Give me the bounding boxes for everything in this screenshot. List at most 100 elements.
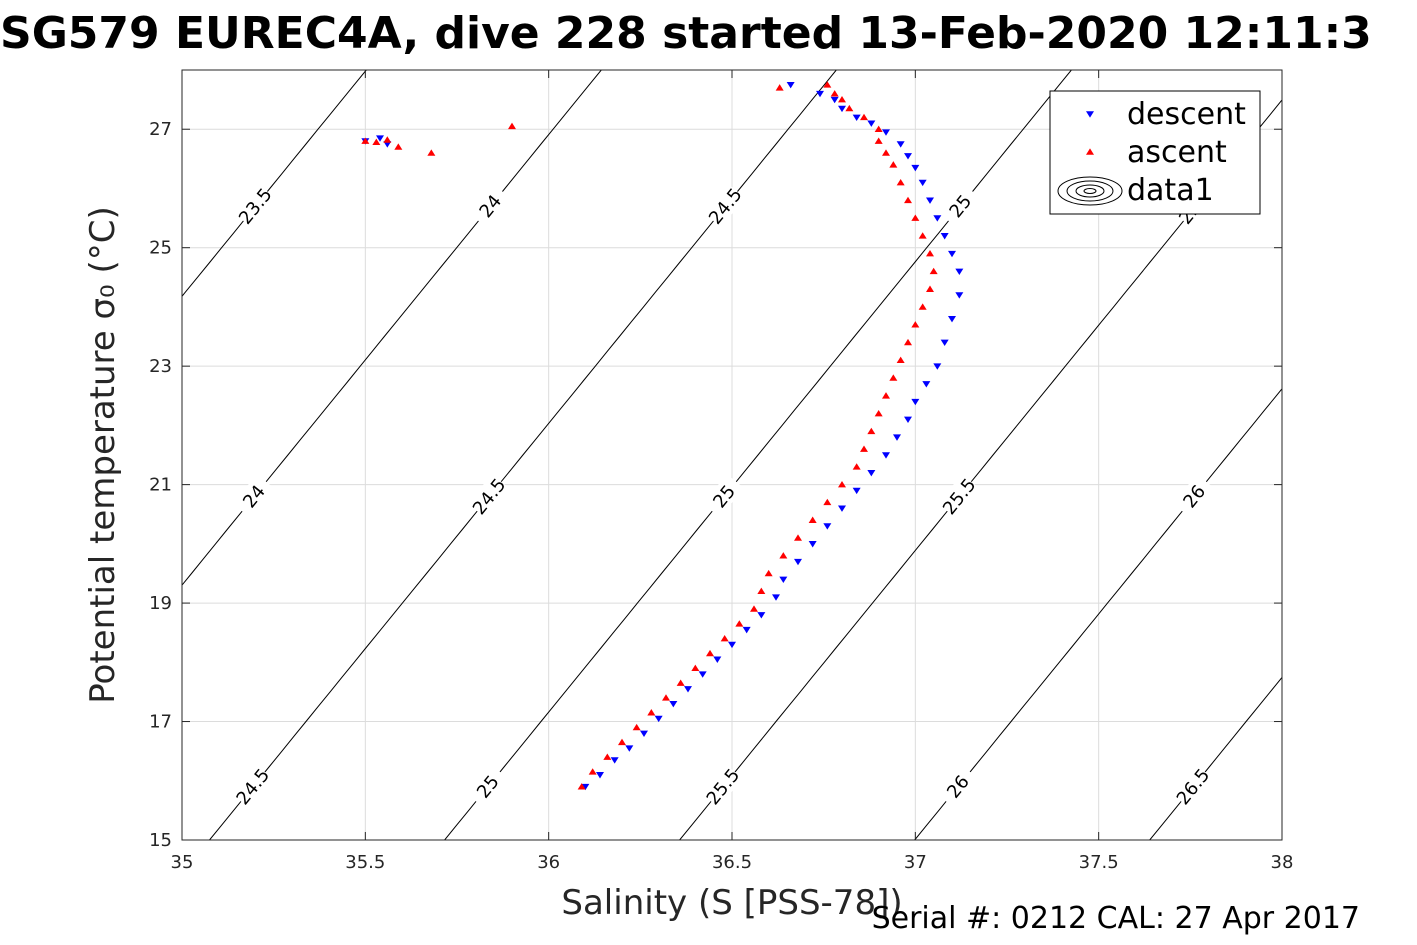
ascent-series bbox=[361, 81, 938, 790]
ascent-point bbox=[896, 178, 905, 186]
descent-point bbox=[794, 558, 802, 566]
y-tick-label: 15 bbox=[149, 830, 172, 851]
descent-point bbox=[867, 469, 876, 477]
isopycnal-line bbox=[1149, 676, 1282, 840]
descent-point bbox=[376, 135, 384, 142]
isopycnal-line bbox=[182, 70, 602, 586]
descent-point bbox=[713, 656, 722, 663]
legend-box bbox=[1049, 90, 1261, 215]
ascent-point bbox=[904, 196, 912, 204]
isopycnal-label-bg bbox=[938, 474, 980, 518]
y-tick-label: 25 bbox=[149, 238, 172, 259]
ascent-point bbox=[823, 81, 832, 88]
legend-descent-marker bbox=[1086, 111, 1094, 118]
descent-point bbox=[383, 141, 392, 148]
isopycnal-label-bg bbox=[469, 183, 511, 228]
descent-point bbox=[581, 783, 590, 791]
legend-data1-label: data1 bbox=[1127, 173, 1214, 208]
descent-point bbox=[940, 339, 949, 347]
descent-point bbox=[867, 120, 876, 127]
y-tick-label: 17 bbox=[149, 712, 172, 733]
ascent-point bbox=[372, 138, 381, 146]
x-axis-label: Salinity (S [PSS-78]) bbox=[561, 883, 902, 923]
descent-point bbox=[669, 700, 678, 708]
isopycnal-label: 25 bbox=[939, 183, 981, 228]
ascent-point bbox=[808, 516, 817, 523]
legend-contour-icon bbox=[1057, 176, 1123, 206]
descent-point bbox=[948, 250, 956, 258]
y-tick-label: 19 bbox=[149, 593, 172, 614]
descent-point bbox=[852, 487, 861, 495]
axis-ticks bbox=[181, 70, 1283, 841]
ascent-point bbox=[896, 356, 905, 364]
descent-point bbox=[654, 715, 663, 723]
descent-point bbox=[904, 153, 912, 160]
y-tick-label: 21 bbox=[149, 475, 172, 496]
ascent-point bbox=[757, 587, 766, 595]
isopycnal-label-bg bbox=[232, 474, 274, 518]
legend-ascent-triangle bbox=[1086, 148, 1094, 155]
isopycnal-label-bg bbox=[1171, 764, 1213, 808]
descent-series bbox=[361, 82, 964, 791]
descent-point bbox=[926, 197, 934, 204]
y-tick-labels: 15 17 19 21 23 25 27 bbox=[149, 119, 172, 851]
ascent-point bbox=[823, 498, 832, 506]
descent-point bbox=[698, 671, 707, 678]
ascent-point bbox=[603, 753, 612, 760]
legend-descent-label: descent bbox=[1127, 97, 1246, 132]
isopycnal-label-bg bbox=[702, 474, 744, 518]
descent-point bbox=[948, 315, 956, 323]
descent-point bbox=[823, 523, 832, 530]
descent-point bbox=[911, 398, 920, 406]
descent-point bbox=[786, 82, 795, 89]
legend-descent-triangle bbox=[1086, 111, 1094, 118]
ascent-point bbox=[838, 96, 846, 103]
descent-point bbox=[904, 416, 912, 424]
descent-point bbox=[816, 90, 824, 98]
isopycnal-label-bg bbox=[936, 764, 978, 808]
ascent-point bbox=[508, 122, 516, 130]
descent-point bbox=[838, 105, 846, 113]
descent-point bbox=[882, 129, 890, 136]
x-tick-label: 38 bbox=[1271, 852, 1294, 873]
ascent-point bbox=[904, 338, 912, 346]
ascent-point bbox=[918, 303, 927, 310]
ascent-point bbox=[632, 723, 641, 731]
descent-point bbox=[922, 381, 931, 388]
descent-point bbox=[625, 745, 634, 752]
ascent-point bbox=[618, 738, 626, 746]
isopycnal-label-bg bbox=[1173, 474, 1215, 518]
ascent-point bbox=[860, 445, 868, 452]
y-axis-label: Potential temperature σ₀ (°C) bbox=[83, 206, 123, 704]
x-tick-labels: 35 35.5 36 36.5 37 37.5 38 bbox=[171, 852, 1294, 873]
descent-point bbox=[640, 730, 648, 737]
x-tick-label: 36.5 bbox=[712, 852, 752, 873]
descent-point bbox=[838, 505, 846, 512]
descent-point bbox=[772, 594, 780, 601]
ascent-point bbox=[911, 321, 920, 328]
descent-point bbox=[955, 292, 964, 299]
ascent-point bbox=[889, 374, 898, 381]
isopycnal-label-bg bbox=[701, 764, 743, 808]
descent-point bbox=[882, 452, 890, 459]
x-tick-label: 37.5 bbox=[1079, 852, 1119, 873]
ascent-point bbox=[926, 285, 934, 292]
ascent-point bbox=[720, 635, 729, 642]
ascent-point bbox=[764, 569, 773, 577]
descent-point bbox=[918, 179, 927, 187]
x-tick-label: 36 bbox=[537, 852, 560, 873]
isopycnal-line bbox=[182, 70, 367, 298]
legend-ascent-label: ascent bbox=[1127, 135, 1227, 170]
ascent-point bbox=[676, 679, 685, 686]
ascent-point bbox=[926, 250, 934, 257]
ascent-point bbox=[874, 409, 883, 417]
descent-point bbox=[728, 641, 736, 649]
ascent-point bbox=[929, 267, 938, 275]
ascent-point bbox=[845, 104, 854, 112]
ascent-point bbox=[361, 137, 370, 144]
isopycnal-label-bg bbox=[704, 183, 746, 228]
y-tick-label: 27 bbox=[149, 119, 172, 140]
chart-title: SG579 EUREC4A, dive 228 started 13-Feb-2… bbox=[0, 8, 1372, 59]
ascent-point bbox=[706, 649, 714, 657]
